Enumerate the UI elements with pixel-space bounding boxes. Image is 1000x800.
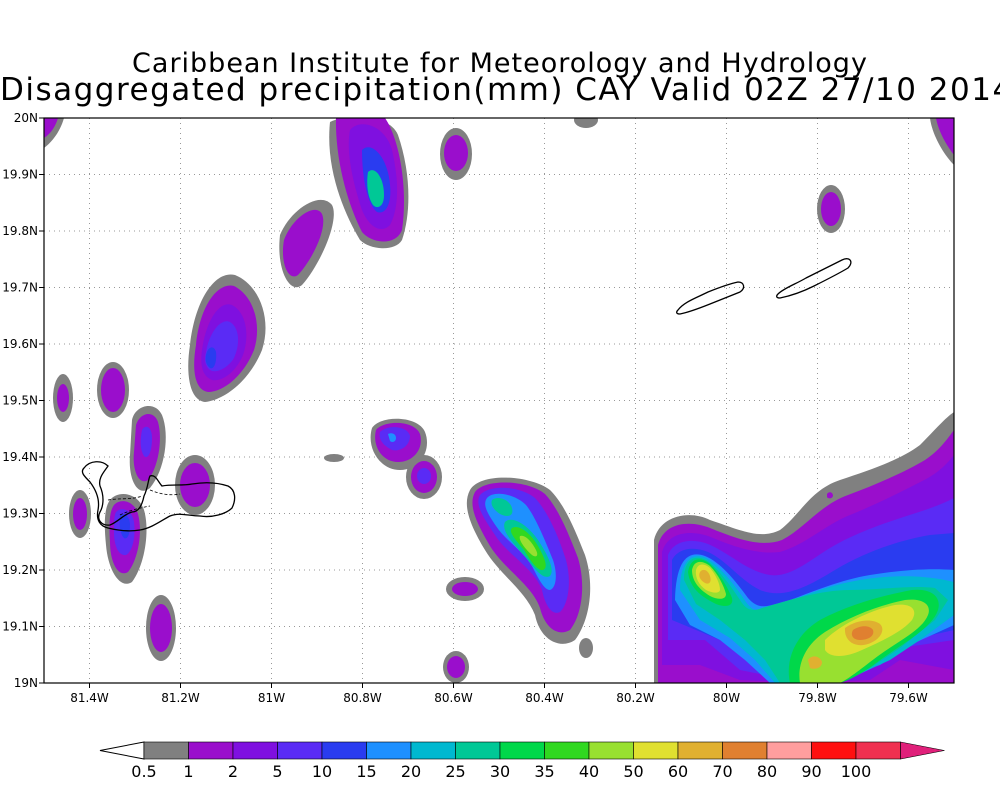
colorbar-swatch [143, 741, 189, 760]
precip-blob [821, 192, 841, 226]
colorbar-swatch [188, 741, 234, 760]
grand-cayman-outline [81, 461, 236, 532]
precip-blob [808, 656, 822, 669]
y-tick-label: 19.3N [2, 507, 38, 521]
colorbar-label: 70 [712, 762, 732, 781]
colorbar-upper-arrow [900, 741, 945, 760]
colorbar-swatch [722, 741, 768, 760]
colorbar-swatch [321, 741, 367, 760]
colorbar-label: 90 [801, 762, 821, 781]
precip-blob [936, 118, 954, 155]
colorbar-label: 10 [312, 762, 332, 781]
x-tick-label: 81.2W [161, 691, 200, 705]
chart-title: Caribbean Institute for Meteorology and … [132, 48, 868, 79]
precip-blob [519, 535, 538, 557]
y-tick-label: 19.2N [2, 563, 38, 577]
precip-blob [699, 569, 711, 584]
precip-blob [579, 638, 593, 658]
colorbar-label: 2 [228, 762, 238, 781]
colorbar-label: 50 [623, 762, 643, 781]
cayman-brac-outline [676, 281, 745, 315]
colorbar-swatch [811, 741, 857, 760]
colorbar-swatch [855, 741, 901, 760]
colorbar-swatch [277, 741, 323, 760]
precip-blob [119, 514, 130, 539]
precip-blob [150, 604, 172, 652]
x-tick-label: 79.8W [798, 691, 837, 705]
precipitation-field [44, 118, 954, 683]
colorbar-swatch [588, 741, 634, 760]
precip-blob [367, 170, 384, 208]
colorbar-swatch [766, 741, 812, 760]
colorbar-label: 0.5 [131, 762, 156, 781]
y-tick-label: 19.5N [2, 394, 38, 408]
colorbar-label: 80 [757, 762, 777, 781]
colorbar-label: 35 [534, 762, 554, 781]
precip-blob [417, 468, 431, 484]
colorbar-swatch [677, 741, 723, 760]
y-tick-label: 19.1N [2, 620, 38, 634]
y-tick-label: 19N [14, 676, 38, 690]
precip-blob [140, 426, 152, 458]
colorbar-swatch [544, 741, 590, 760]
colorbar-label: 20 [401, 762, 421, 781]
precip-blob [491, 497, 513, 516]
y-axis-ticks: 19N 19.1N 19.2N 19.3N 19.4N 19.5N 19.6N 19.7N 19… [2, 111, 44, 690]
precip-blob [324, 454, 344, 462]
little-cayman-outline [776, 258, 852, 299]
precip-blob [388, 433, 396, 442]
precip-blob [574, 118, 598, 128]
precip-blob [447, 656, 465, 678]
y-tick-label: 19.7N [2, 281, 38, 295]
x-tick-label: 81W [258, 691, 285, 705]
y-tick-label: 19.6N [2, 337, 38, 351]
y-tick-label: 19.4N [2, 450, 38, 464]
precip-blob [851, 626, 874, 640]
x-tick-label: 80.6W [434, 691, 473, 705]
precip-blob [73, 498, 87, 530]
precip-blob [57, 384, 69, 412]
colorbar-swatch [366, 741, 412, 760]
x-tick-label: 80.4W [525, 691, 564, 705]
colorbar-label: 15 [356, 762, 376, 781]
precip-blob [444, 135, 468, 171]
y-tick-label: 19.8N [2, 224, 38, 238]
y-tick-label: 19.9N [2, 168, 38, 182]
precip-blob [827, 492, 833, 499]
precip-blob [282, 209, 324, 277]
colorbar-swatch [232, 741, 278, 760]
precip-blob [44, 118, 58, 138]
x-tick-label: 80.8W [343, 691, 382, 705]
x-tick-label: 80W [713, 691, 740, 705]
x-tick-label: 80.2W [616, 691, 655, 705]
colorbar-label: 1 [183, 762, 193, 781]
y-tick-label: 20N [14, 111, 38, 125]
grand-cayman-outline [107, 489, 181, 516]
colorbar-label: 100 [841, 762, 872, 781]
x-axis-ticks: 81.4W 81.2W 81W 80.8W 80.6W 80.4W 80.2W 80W 79.8… [70, 683, 928, 705]
colorbar-label: 25 [445, 762, 465, 781]
chart-subtitle: Disaggregated precipitation(mm) CAY Vali… [0, 72, 1000, 108]
colorbar-label: 60 [668, 762, 688, 781]
colorbar-label: 40 [579, 762, 599, 781]
x-tick-label: 81.4W [70, 691, 109, 705]
colorbar: 0.5 1 2 5 10 15 20 25 30 35 40 50 60 70 80 90 100 [99, 741, 945, 781]
precip-blob [180, 463, 210, 507]
colorbar-swatch [633, 741, 679, 760]
colorbar-swatch [499, 741, 545, 760]
colorbar-swatch [455, 741, 501, 760]
colorbar-lower-arrow [99, 741, 145, 760]
x-tick-label: 79.6W [889, 691, 928, 705]
colorbar-label: 5 [272, 762, 282, 781]
colorbar-label: 30 [490, 762, 510, 781]
colorbar-swatch [410, 741, 456, 760]
precip-blob [101, 368, 125, 412]
precip-blob [452, 582, 478, 596]
precip-blob [205, 347, 217, 369]
